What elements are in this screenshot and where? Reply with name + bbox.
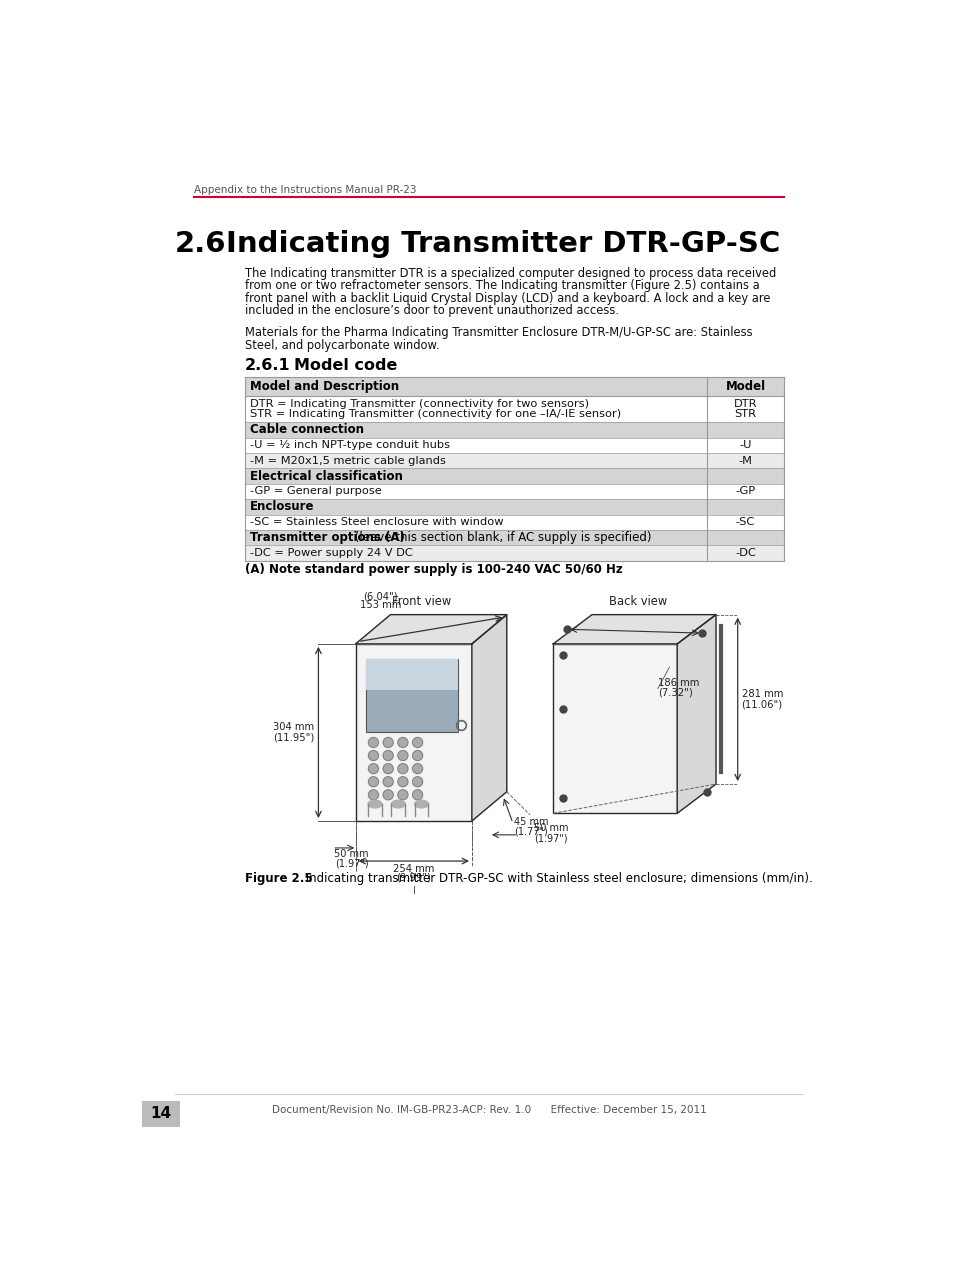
Circle shape	[368, 750, 378, 761]
Text: -DC = Power supply 24 V DC: -DC = Power supply 24 V DC	[250, 548, 413, 558]
Text: DTR = Indicating Transmitter (connectivity for two sensors): DTR = Indicating Transmitter (connectivi…	[250, 398, 589, 408]
Circle shape	[412, 790, 422, 800]
Bar	[245, 530, 783, 546]
Bar	[142, 1100, 179, 1127]
Text: front panel with a backlit Liquid Crystal Display (LCD) and a keyboard. A lock a: front panel with a backlit Liquid Crysta…	[245, 291, 769, 305]
Text: 2.6.1: 2.6.1	[245, 359, 290, 374]
Text: Steel, and polycarbonate window.: Steel, and polycarbonate window.	[245, 338, 438, 351]
Circle shape	[397, 738, 408, 748]
Text: Enclosure: Enclosure	[250, 500, 314, 514]
Text: 304 mm: 304 mm	[274, 722, 314, 733]
Circle shape	[397, 763, 408, 773]
Bar	[245, 546, 783, 561]
Text: Model: Model	[724, 380, 764, 393]
Text: (7.32"): (7.32")	[658, 687, 692, 697]
Text: -M: -M	[738, 455, 752, 466]
Text: Model code: Model code	[294, 359, 396, 374]
Text: 50 mm: 50 mm	[335, 850, 369, 859]
Circle shape	[412, 738, 422, 748]
Bar	[245, 378, 783, 396]
Circle shape	[412, 777, 422, 787]
Circle shape	[383, 790, 393, 800]
Text: -M = M20x1,5 metric cable glands: -M = M20x1,5 metric cable glands	[250, 455, 446, 466]
Bar	[245, 422, 783, 438]
Bar	[553, 644, 677, 813]
Text: (leave this section blank, if AC supply is specified): (leave this section blank, if AC supply …	[351, 532, 651, 544]
Text: Model and Description: Model and Description	[250, 380, 399, 393]
Circle shape	[383, 763, 393, 773]
Text: 281 mm: 281 mm	[740, 689, 782, 698]
Ellipse shape	[415, 800, 428, 808]
Text: 254 mm: 254 mm	[393, 864, 434, 874]
Text: STR: STR	[734, 410, 756, 420]
Text: 2.6: 2.6	[174, 229, 226, 257]
Text: Back view: Back view	[609, 595, 667, 608]
Text: (9.99"): (9.99")	[395, 873, 431, 883]
Text: Transmitter options (A): Transmitter options (A)	[250, 532, 405, 544]
Text: Appendix to the Instructions Manual PR-23: Appendix to the Instructions Manual PR-2…	[193, 184, 416, 195]
Text: -GP = General purpose: -GP = General purpose	[250, 486, 381, 496]
Text: The Indicating transmitter DTR is a specialized computer designed to process dat: The Indicating transmitter DTR is a spec…	[245, 267, 775, 280]
Bar	[245, 499, 783, 515]
Circle shape	[412, 750, 422, 761]
Text: STR = Indicating Transmitter (connectivity for one –IA/-IE sensor): STR = Indicating Transmitter (connectivi…	[250, 410, 620, 420]
Polygon shape	[355, 614, 506, 644]
Bar	[366, 659, 457, 691]
Text: (1.97"): (1.97")	[335, 859, 368, 869]
Circle shape	[397, 777, 408, 787]
Text: -U: -U	[739, 440, 751, 450]
Ellipse shape	[368, 800, 381, 808]
Polygon shape	[472, 614, 506, 820]
Circle shape	[368, 738, 378, 748]
Text: -SC = Stainless Steel enclosure with window: -SC = Stainless Steel enclosure with win…	[250, 518, 503, 527]
Ellipse shape	[391, 800, 405, 808]
Bar	[245, 483, 783, 499]
Bar	[366, 659, 457, 733]
Bar	[245, 453, 783, 468]
Circle shape	[383, 777, 393, 787]
Bar	[245, 515, 783, 530]
Text: Document/Revision No. IM-GB-PR23-ACP: Rev. 1.0      Effective: December 15, 2011: Document/Revision No. IM-GB-PR23-ACP: Re…	[272, 1105, 705, 1114]
Text: DTR: DTR	[733, 398, 757, 408]
Text: Front view: Front view	[392, 595, 451, 608]
Text: 186 mm: 186 mm	[658, 678, 699, 688]
Text: from one or two refractometer sensors. The Indicating transmitter (Figure 2.5) c: from one or two refractometer sensors. T…	[245, 280, 759, 293]
Text: Indicating Transmitter DTR-GP-SC: Indicating Transmitter DTR-GP-SC	[226, 229, 780, 257]
Text: Materials for the Pharma Indicating Transmitter Enclosure DTR-M/U-GP-SC are: Sta: Materials for the Pharma Indicating Tran…	[245, 327, 752, 340]
Text: Electrical classification: Electrical classification	[250, 469, 403, 482]
Bar	[245, 396, 783, 422]
Text: included in the enclosure’s door to prevent unauthorized access.: included in the enclosure’s door to prev…	[245, 304, 618, 317]
Text: -GP: -GP	[735, 486, 755, 496]
Text: Indicating transmitter DTR-GP-SC with Stainless steel enclosure; dimensions (mm/: Indicating transmitter DTR-GP-SC with St…	[287, 873, 812, 885]
Circle shape	[383, 738, 393, 748]
Circle shape	[368, 790, 378, 800]
Circle shape	[368, 763, 378, 773]
Polygon shape	[553, 614, 716, 644]
Text: 50 mm: 50 mm	[534, 823, 568, 833]
Text: (1.97"): (1.97")	[534, 833, 567, 843]
Circle shape	[383, 750, 393, 761]
Text: -DC: -DC	[735, 548, 755, 558]
Text: (11.06"): (11.06")	[740, 700, 781, 710]
Text: (1.77"): (1.77")	[514, 826, 548, 836]
Text: Cable connection: Cable connection	[250, 424, 364, 436]
Text: -U = ½ inch NPT-type conduit hubs: -U = ½ inch NPT-type conduit hubs	[250, 440, 450, 450]
Text: -SC: -SC	[735, 518, 754, 527]
Bar	[245, 438, 783, 453]
Text: 14: 14	[151, 1107, 172, 1121]
Circle shape	[397, 750, 408, 761]
Text: 153 mm: 153 mm	[359, 600, 400, 611]
Bar	[355, 644, 472, 820]
Circle shape	[368, 777, 378, 787]
Circle shape	[412, 763, 422, 773]
Circle shape	[397, 790, 408, 800]
Polygon shape	[677, 614, 716, 813]
Text: (11.95"): (11.95")	[273, 733, 314, 743]
Text: (6.04"): (6.04")	[363, 591, 397, 602]
Text: (A) Note standard power supply is 100-240 VAC 50/60 Hz: (A) Note standard power supply is 100-24…	[245, 562, 622, 576]
Bar	[245, 468, 783, 483]
Text: 45 mm: 45 mm	[514, 817, 548, 827]
Text: Figure 2.5: Figure 2.5	[245, 873, 312, 885]
